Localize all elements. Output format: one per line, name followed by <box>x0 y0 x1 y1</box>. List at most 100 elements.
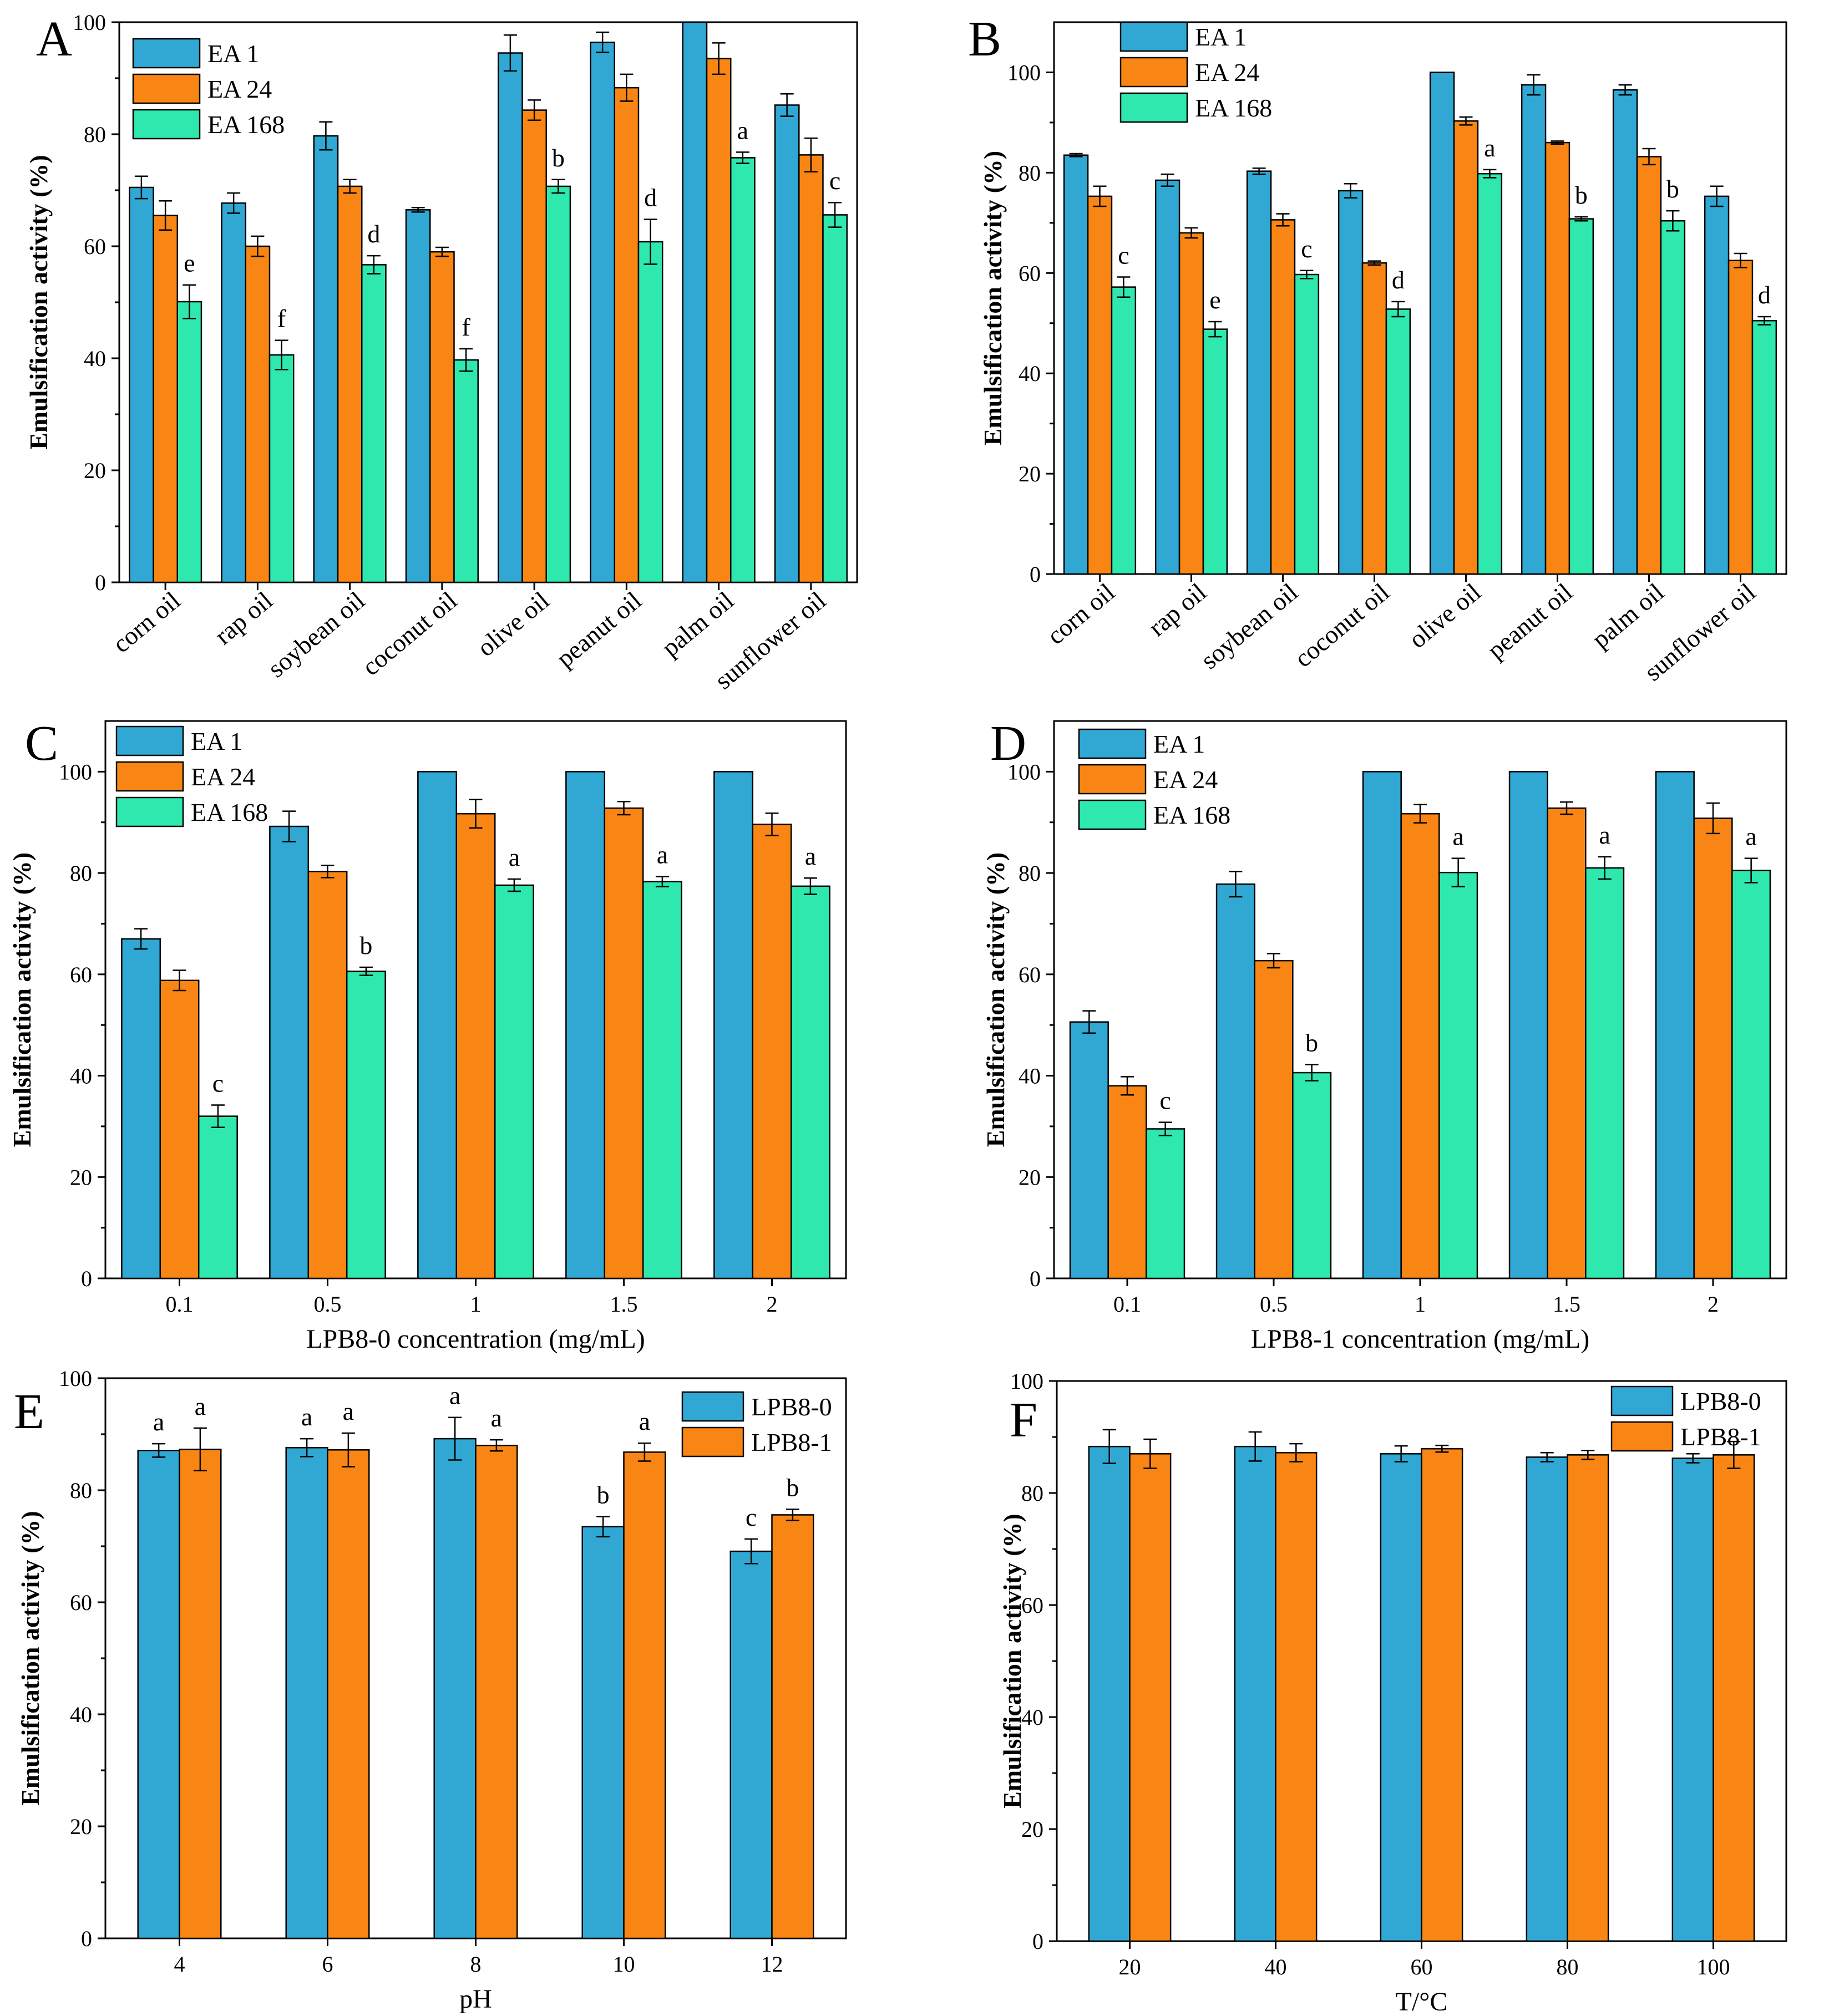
y-tick-label: 40 <box>1021 1705 1043 1730</box>
bar <box>1088 1445 1131 1942</box>
y-tick-label: 60 <box>1019 962 1041 987</box>
x-tick-label: 1 <box>470 1292 482 1317</box>
bar <box>822 214 848 583</box>
significance-letter: f <box>462 313 470 341</box>
x-tick-label: 0.5 <box>314 1292 342 1317</box>
bar <box>1477 172 1503 575</box>
legend-swatch <box>681 1426 744 1458</box>
bar <box>1521 84 1547 575</box>
significance-letter: d <box>1758 281 1771 309</box>
legend-label: LPB8-1 <box>751 1428 832 1456</box>
significance-letter: b <box>597 1480 610 1509</box>
bar <box>1129 1453 1172 1942</box>
x-axis-label: T/°C <box>1396 1987 1448 2016</box>
y-tick-label: 20 <box>1019 1165 1041 1190</box>
bar <box>713 771 754 1279</box>
y-axis-label: Emulsification activity (%) <box>24 155 53 450</box>
bar <box>285 1446 328 1939</box>
bar <box>771 1514 814 1939</box>
panel-F: 0 20 40 60 80 100 20 40 60 80 100 Emulsification ac… <box>998 1369 1787 2016</box>
bar <box>545 185 571 583</box>
significance-letter: b <box>786 1473 799 1501</box>
legend-label: EA 1 <box>1153 730 1205 758</box>
significance-letter: e <box>1209 286 1220 314</box>
x-axis-label: pH <box>459 1984 492 2014</box>
bar <box>1146 1128 1185 1279</box>
significance-letter: f <box>277 304 286 333</box>
y-tick-label: 80 <box>1021 1481 1043 1506</box>
y-tick-label: 0 <box>95 570 106 595</box>
bar <box>1655 771 1695 1279</box>
legend-swatch <box>1119 57 1188 88</box>
bar <box>790 885 830 1279</box>
y-tick-label: 20 <box>70 1814 92 1839</box>
legend-label: EA 1 <box>207 39 259 68</box>
panel-label: C <box>25 716 58 771</box>
bar <box>1751 319 1777 575</box>
bar <box>429 251 455 583</box>
bar <box>774 104 800 583</box>
significance-letter: a <box>639 1407 650 1435</box>
bar <box>729 1550 773 1939</box>
bar <box>1544 141 1570 575</box>
bar <box>361 264 387 583</box>
bar <box>1234 1445 1276 1942</box>
x-tick-label: 1.5 <box>610 1292 638 1317</box>
x-tick-label: 2 <box>1708 1292 1719 1317</box>
y-tick-label: 100 <box>59 1366 92 1391</box>
bar <box>129 186 154 583</box>
bar <box>1362 771 1402 1279</box>
legend-swatch <box>1119 92 1188 123</box>
bar <box>475 1444 518 1939</box>
bar <box>1111 286 1137 575</box>
bar <box>1731 870 1771 1279</box>
y-tick-label: 0 <box>81 1266 92 1291</box>
y-tick-label: 40 <box>70 1702 92 1727</box>
panel-D: 0 20 40 60 80 100 0.1 c 0.5 b 1 a 1.5 a 2 a Emulsificati… <box>981 716 1787 1354</box>
significance-letter: a <box>657 840 668 869</box>
x-tick-label: 1.5 <box>1553 1292 1580 1317</box>
bar <box>1275 1452 1318 1942</box>
legend-swatch <box>1078 728 1147 759</box>
bar <box>1727 260 1754 575</box>
panel-label: E <box>14 1384 44 1439</box>
y-tick-label: 20 <box>84 458 106 483</box>
legend-swatch <box>132 38 201 69</box>
bar <box>706 58 732 583</box>
y-tick-label: 80 <box>84 122 106 147</box>
bar <box>1069 1021 1109 1279</box>
bar <box>346 971 386 1279</box>
significance-letter: c <box>1159 1086 1171 1115</box>
y-tick-label: 80 <box>70 861 92 886</box>
x-tick-label: 6 <box>322 1952 333 1977</box>
bar <box>1429 72 1455 575</box>
legend-label: EA 24 <box>1153 765 1218 794</box>
significance-letter: c <box>829 166 840 195</box>
legend-swatch <box>1078 764 1147 795</box>
bar <box>1421 1448 1463 1942</box>
bar <box>1585 867 1625 1279</box>
bar <box>798 154 824 583</box>
legend-swatch <box>132 73 201 104</box>
significance-letter: a <box>153 1408 164 1436</box>
panel-label: B <box>968 12 1001 67</box>
bar <box>268 354 295 583</box>
panel-label: A <box>36 12 72 67</box>
legend-label: EA 24 <box>1195 58 1259 87</box>
bar <box>221 202 247 583</box>
significance-letter: c <box>212 1069 224 1098</box>
legend-swatch <box>1610 1385 1674 1416</box>
bar <box>453 359 479 583</box>
x-tick-label: 60 <box>1411 1954 1433 1979</box>
legend-label: LPB8-0 <box>1680 1387 1761 1415</box>
significance-letter: a <box>449 1382 460 1410</box>
bar <box>1292 1072 1332 1279</box>
bar <box>1713 1454 1755 1942</box>
panel-C: 0 20 40 60 80 100 0.1 c 0.5 b 1 a 1.5 a 2 a Emulsificati… <box>8 716 847 1354</box>
bar <box>1294 273 1320 575</box>
panel-E: 0 20 40 60 80 100 4 a a 6 a a 8 a a 10 b a 12 c b Emulsificat… <box>14 1366 847 2014</box>
panel-label: D <box>990 716 1026 771</box>
significance-letter: a <box>301 1403 312 1431</box>
